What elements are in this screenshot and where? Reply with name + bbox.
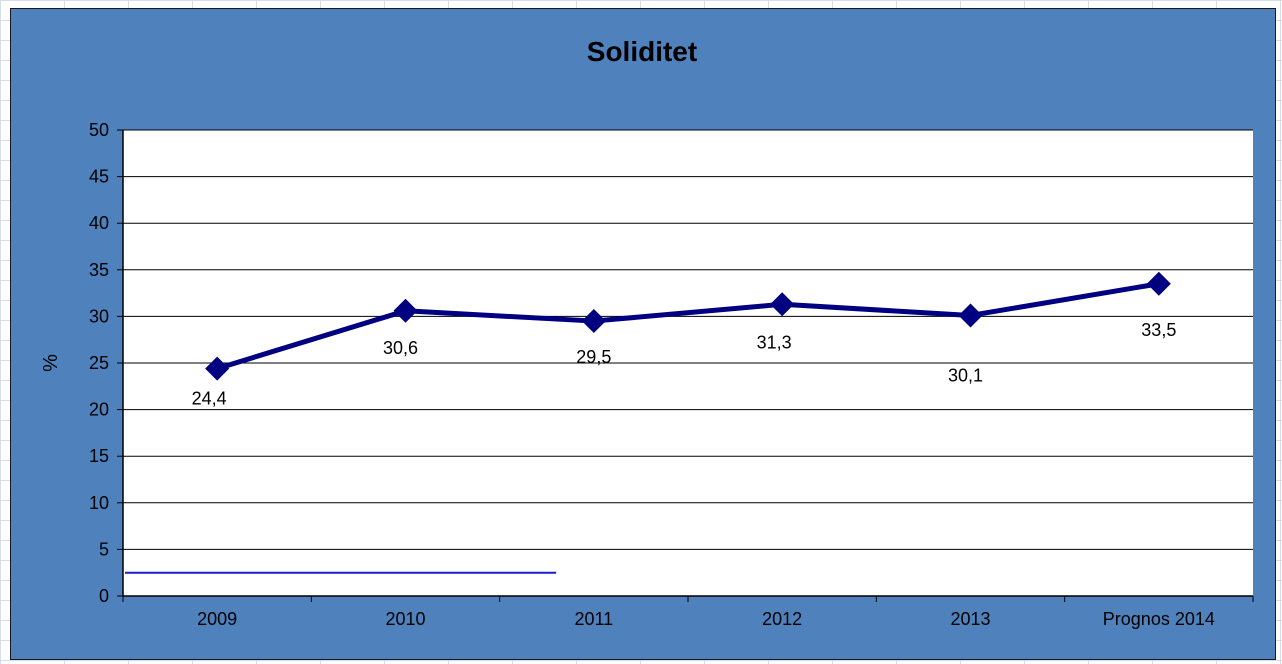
x-tick-label: 2011 bbox=[574, 609, 613, 629]
x-tick-label: 2009 bbox=[197, 609, 237, 629]
data-label: 24,4 bbox=[192, 389, 227, 409]
data-labels: 24,4 30,6 29,5 31,3 30,1 33,5 bbox=[192, 320, 1177, 409]
axes bbox=[122, 130, 1254, 602]
data-label: 30,6 bbox=[383, 338, 418, 358]
series-line bbox=[216, 281, 1160, 371]
data-label: 29,5 bbox=[576, 347, 611, 367]
y-tick-label: 50 bbox=[89, 120, 109, 140]
y-tick-label: 45 bbox=[89, 167, 109, 187]
data-point-marker bbox=[958, 303, 983, 328]
y-tick-label: 20 bbox=[89, 400, 109, 420]
data-point-marker bbox=[205, 356, 230, 381]
y-tick-label: 40 bbox=[89, 213, 109, 233]
y-tick-label: 10 bbox=[89, 493, 109, 513]
x-tick-labels: 2009 2010 2011 2012 2013 Prognos 2014 bbox=[197, 609, 1215, 629]
x-tick-label: 2012 bbox=[762, 609, 802, 629]
y-tick-label: 35 bbox=[89, 260, 109, 280]
data-label: 31,3 bbox=[757, 332, 792, 352]
x-tick-label: 2010 bbox=[385, 609, 425, 629]
y-tick-label: 30 bbox=[89, 306, 109, 326]
y-axis-title: % bbox=[40, 354, 62, 372]
y-tick-labels: 0 5 10 15 20 25 30 35 40 45 50 bbox=[89, 120, 109, 606]
x-tick-label: Prognos 2014 bbox=[1103, 609, 1215, 629]
chart-frame: Soliditet 0 5 10 15 20 25 30 35 40 45 50 2009 2010 2… bbox=[10, 8, 1276, 660]
y-tick-label: 25 bbox=[89, 353, 109, 373]
series bbox=[205, 271, 1171, 381]
data-point-marker bbox=[581, 309, 606, 334]
y-tick-label: 0 bbox=[99, 586, 109, 606]
gridlines bbox=[117, 129, 1253, 597]
data-label: 30,1 bbox=[948, 365, 983, 385]
x-tick-label: 2013 bbox=[950, 609, 990, 629]
chart-title: Soliditet bbox=[587, 36, 697, 67]
data-point-marker bbox=[1146, 271, 1171, 296]
y-tick-label: 15 bbox=[89, 446, 109, 466]
data-point-marker bbox=[393, 298, 418, 323]
data-label: 33,5 bbox=[1141, 320, 1176, 340]
data-point-marker bbox=[770, 292, 795, 317]
y-tick-label: 5 bbox=[99, 539, 109, 559]
